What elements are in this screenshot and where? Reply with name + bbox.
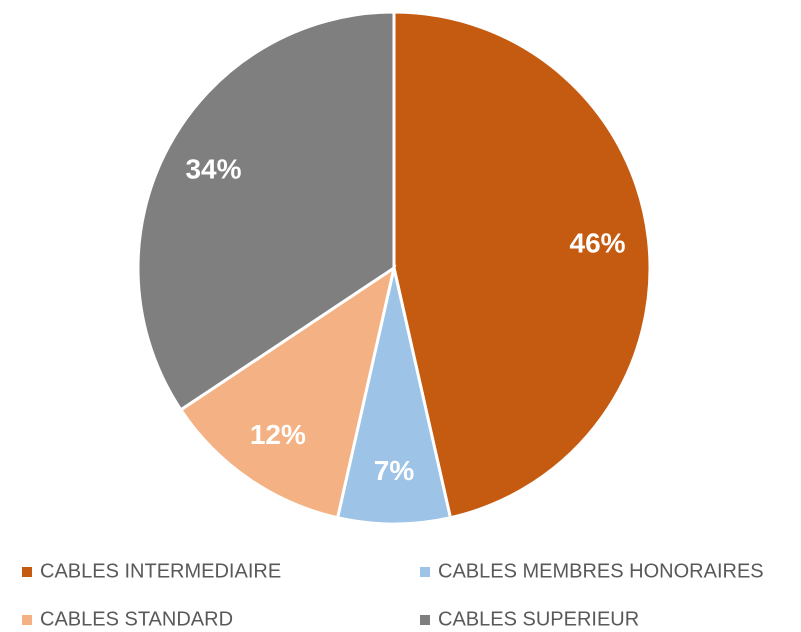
data-label: 46% [570, 228, 626, 259]
pie-slice [178, 264, 397, 520]
data-label: 7% [374, 455, 415, 486]
legend-marker [420, 567, 430, 577]
legend-label: CABLES SUPERIEUR [438, 608, 639, 630]
pie-slice [392, 10, 652, 520]
legend-label: CABLES MEMBRES HONORAIRES [438, 560, 764, 582]
legend-marker [22, 567, 32, 577]
legend-marker [22, 615, 32, 625]
data-label: 12% [250, 419, 306, 450]
data-label: 34% [185, 154, 241, 185]
pie-slice [335, 267, 453, 526]
legend-label: CABLES STANDARD [40, 608, 233, 630]
pie-slice [136, 10, 396, 412]
legend-marker [420, 615, 430, 625]
legend-label: CABLES INTERMEDIAIRE [40, 560, 281, 582]
